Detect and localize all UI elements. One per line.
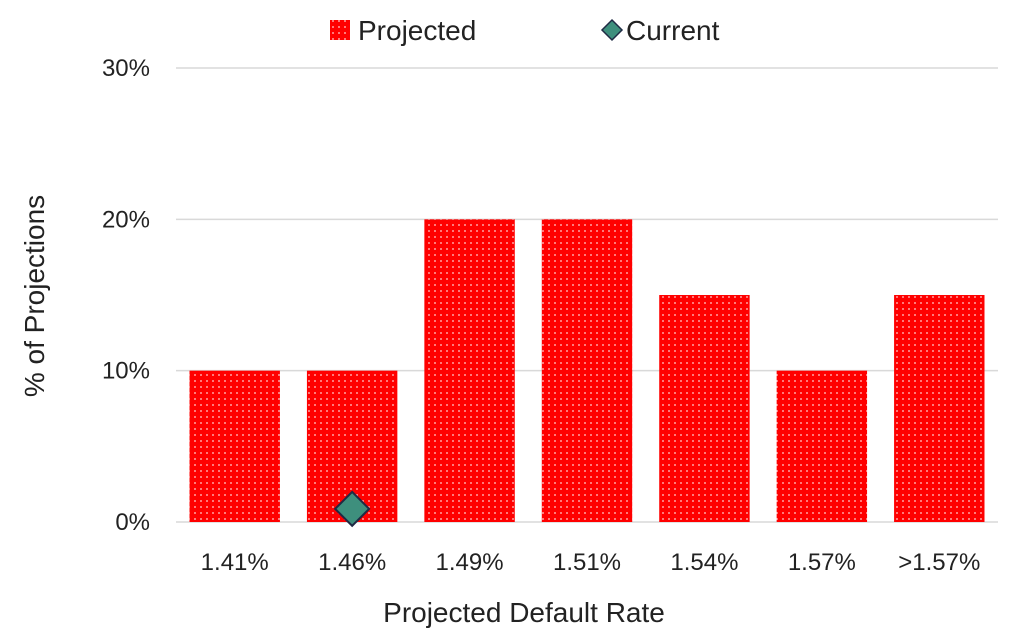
bar xyxy=(776,370,868,522)
y-axis-ticks: 0% 10% 20% 30% xyxy=(102,55,150,536)
bars xyxy=(189,219,985,523)
bar xyxy=(189,370,280,522)
legend-label-projected: Projected xyxy=(358,15,476,46)
x-tick-label: 1.49% xyxy=(436,549,504,576)
x-tick-label: 1.51% xyxy=(553,549,621,576)
x-tick-label: 1.46% xyxy=(318,549,386,576)
x-tick-label: 1.41% xyxy=(201,549,269,576)
y-tick-label: 20% xyxy=(102,206,150,233)
y-tick-label: 0% xyxy=(115,509,150,536)
y-axis-title: % of Projections xyxy=(19,195,50,397)
legend: Projected Current xyxy=(330,15,720,46)
x-tick-label: 1.54% xyxy=(670,549,738,576)
legend-swatch-projected xyxy=(330,20,350,40)
x-axis-title: Projected Default Rate xyxy=(383,597,665,628)
bar xyxy=(541,219,633,523)
x-tick-label: 1.57% xyxy=(788,549,856,576)
legend-swatch-current xyxy=(600,18,624,42)
y-tick-label: 30% xyxy=(102,55,150,82)
current-marker xyxy=(333,490,371,528)
x-axis-ticks: 1.41% 1.46% 1.49% 1.51% 1.54% 1.57% >1.57% xyxy=(201,549,981,576)
bar xyxy=(894,295,985,522)
x-tick-label: >1.57% xyxy=(898,549,980,576)
y-tick-label: 10% xyxy=(102,358,150,385)
bar xyxy=(424,219,515,523)
bar xyxy=(659,295,750,522)
current-markers xyxy=(333,490,371,528)
legend-label-current: Current xyxy=(626,15,720,46)
